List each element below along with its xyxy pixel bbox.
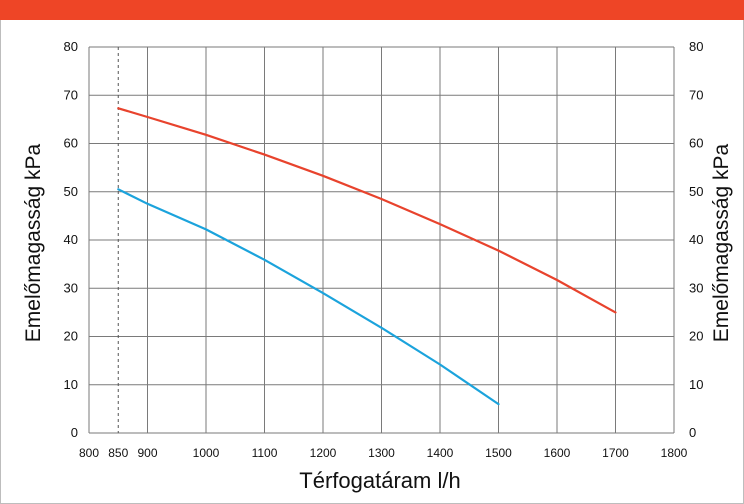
y-tick-label-left: 80 — [64, 39, 78, 54]
grid — [88, 46, 675, 434]
x-tick-label: 800 — [79, 446, 99, 460]
y-tick-label-right: 50 — [689, 184, 703, 199]
y-tick-label-right: 20 — [689, 329, 703, 344]
x-tick-label: 1200 — [310, 446, 337, 460]
y-tick-label-right: 60 — [689, 136, 703, 151]
x-tick-label: 900 — [137, 446, 157, 460]
y-axis-label-left: Emelőmagasság kPa — [22, 143, 45, 342]
y-axis-right-ticks: 0 10 20 30 40 50 60 70 80 — [689, 39, 703, 440]
series-line-red — [117, 107, 617, 314]
y-tick-label-right: 30 — [689, 280, 703, 295]
y-tick-label-left: 0 — [71, 425, 78, 440]
y-tick-label-left: 70 — [64, 87, 78, 102]
y-tick-label-left: 60 — [64, 136, 78, 151]
x-tick-label: 1700 — [602, 446, 629, 460]
y-tick-label-left: 30 — [64, 280, 78, 295]
y-axis-left-ticks: 0 10 20 30 40 50 60 70 80 — [64, 39, 78, 440]
x-tick-label: 1000 — [193, 446, 220, 460]
y-tick-label-left: 40 — [64, 232, 78, 247]
y-tick-label-left: 10 — [64, 377, 78, 392]
x-tick-label: 1100 — [252, 446, 278, 460]
x-tick-label: 1400 — [427, 446, 454, 460]
x-tick-label: 1600 — [544, 446, 571, 460]
y-axis-label-right: Emelőmagasság kPa — [710, 143, 733, 342]
x-tick-label: 850 — [108, 446, 128, 460]
series-lines — [117, 107, 617, 406]
y-tick-label-right: 70 — [689, 87, 703, 102]
y-tick-label-left: 20 — [64, 329, 78, 344]
y-tick-label-right: 0 — [689, 425, 696, 440]
y-tick-label-left: 50 — [64, 184, 78, 199]
x-tick-label: 1800 — [661, 446, 688, 460]
x-tick-label: 1500 — [485, 446, 512, 460]
y-tick-label-right: 10 — [689, 377, 703, 392]
x-tick-label: 1300 — [368, 446, 395, 460]
top-accent-bar — [0, 0, 744, 20]
x-axis-ticks: 800 850 900 1000 1100 1200 1300 1400 1500 1600 170… — [79, 446, 688, 460]
x-axis-label: Térfogatáram l/h — [299, 468, 460, 493]
y-tick-label-right: 40 — [689, 232, 703, 247]
y-tick-label-right: 80 — [689, 39, 703, 54]
series-line-blue — [117, 188, 500, 406]
